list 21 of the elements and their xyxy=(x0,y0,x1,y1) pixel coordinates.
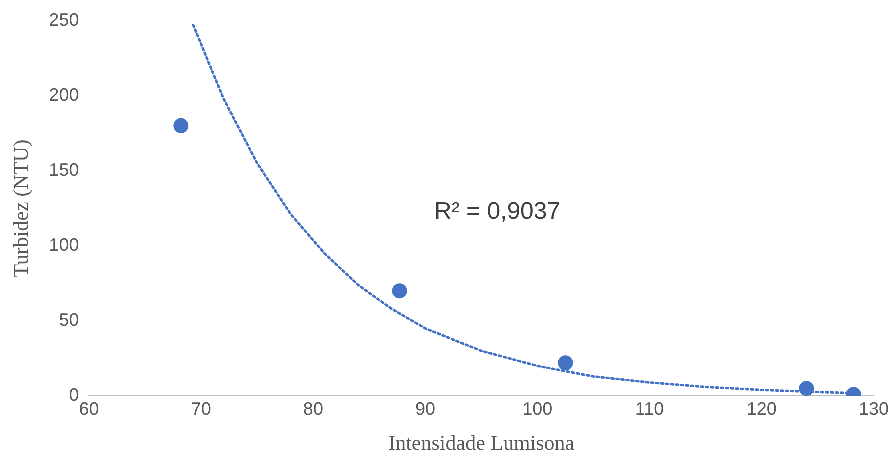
x-tick-label: 90 xyxy=(416,398,436,419)
point xyxy=(174,118,189,134)
x-tick-label: 120 xyxy=(746,398,777,419)
x-tick-label: 70 xyxy=(191,398,212,419)
x-tick-label: 60 xyxy=(79,398,100,419)
y-tick-label: 250 xyxy=(49,10,80,30)
x-tick-label: 100 xyxy=(522,398,553,419)
y-tick-label: 100 xyxy=(49,235,80,256)
y-tick-label: 200 xyxy=(49,84,80,105)
annotation: R² = 0,9037 xyxy=(434,198,561,225)
x-tick-label: 110 xyxy=(635,398,664,419)
y-tick-label: 150 xyxy=(49,160,80,180)
y-tick-label: 0 xyxy=(69,385,80,406)
x-tick-label: 80 xyxy=(303,398,324,419)
y-tick-label: 50 xyxy=(59,310,80,330)
x-tick-label: 130 xyxy=(858,398,890,419)
point xyxy=(558,356,574,371)
point xyxy=(392,284,408,299)
point xyxy=(799,381,814,396)
x-axis-title: Intensidade Lumisona xyxy=(388,430,576,455)
y-axis-title: Turbidez (NTU) xyxy=(9,140,34,278)
